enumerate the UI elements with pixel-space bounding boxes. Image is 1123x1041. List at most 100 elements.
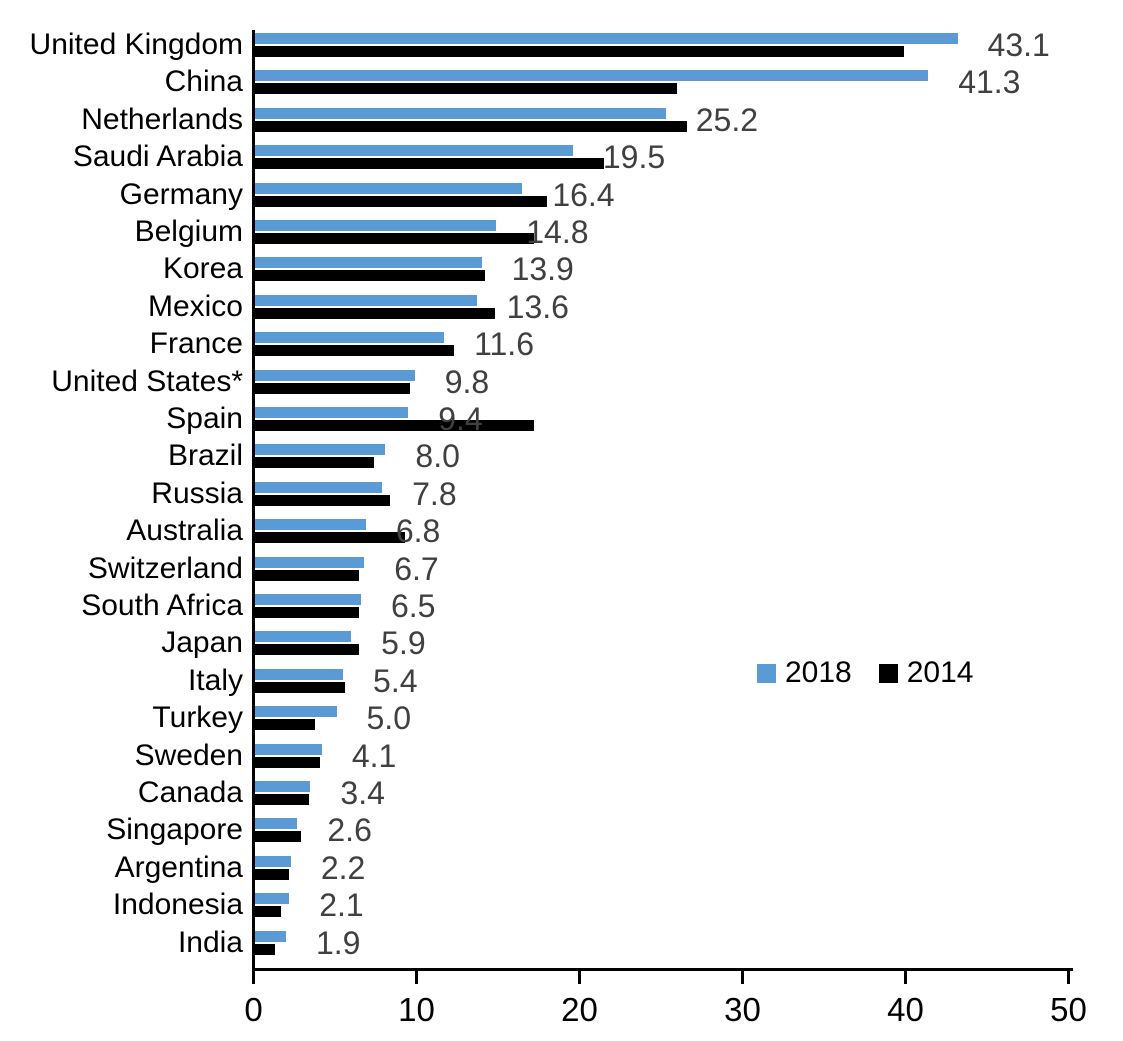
bar-2018 [255, 220, 497, 231]
category-label: United Kingdom [29, 28, 243, 61]
bar-2018 [255, 519, 366, 531]
bar-2014 [255, 270, 485, 282]
value-label: 3.4 [340, 775, 385, 811]
bar-2018 [255, 444, 386, 456]
legend-swatch-2014 [878, 663, 898, 683]
category-label: Sweden [134, 738, 243, 772]
category-label: Turkey [152, 701, 243, 735]
bar-2018 [255, 556, 365, 568]
x-tick-label: 10 [398, 991, 435, 1028]
bar-2014 [255, 345, 454, 357]
category-label: India [177, 925, 243, 959]
x-tick-mark [415, 971, 418, 984]
x-tick-label: 30 [724, 991, 761, 1028]
x-axis-line [252, 968, 1073, 971]
bar-2014 [255, 307, 495, 319]
category-label: Saudi Arabia [72, 140, 243, 174]
category-label: Spain [166, 402, 243, 435]
x-tick-mark [741, 971, 744, 984]
legend-entry-2014: 2014 [878, 657, 974, 689]
bar-2018 [255, 781, 311, 792]
category-label: Italy [187, 663, 243, 697]
bar-2014 [255, 906, 282, 918]
x-tick-label: 0 [244, 991, 263, 1028]
bar-2014 [255, 719, 316, 731]
bar-2014 [255, 644, 360, 656]
value-label: 4.1 [351, 737, 397, 774]
x-tick-label: 40 [887, 991, 924, 1028]
value-label: 2.2 [320, 849, 366, 886]
value-label: 6.7 [394, 550, 439, 587]
y-axis-line [252, 30, 255, 971]
bar-2014 [255, 756, 321, 768]
category-label: United States* [51, 364, 243, 398]
category-label: Australia [126, 514, 243, 548]
bar-2018 [255, 893, 290, 905]
legend: 2018 2014 [757, 657, 974, 689]
bar-2018 [255, 743, 322, 755]
category-label: Indonesia [112, 888, 243, 922]
category-label: Brazil [167, 439, 243, 473]
bar-2014 [255, 158, 604, 170]
bar-2018 [255, 107, 666, 119]
bar-2014 [255, 681, 345, 693]
category-label: Argentina [114, 850, 243, 884]
x-tick-mark [252, 971, 255, 984]
bar-2014 [255, 46, 904, 57]
bar-2018 [255, 33, 958, 44]
value-label: 5.0 [366, 700, 411, 737]
bar-2014 [255, 868, 290, 880]
x-tick-mark [1067, 971, 1070, 984]
bar-2014 [255, 569, 360, 581]
x-tick-mark [904, 971, 907, 984]
x-tick-label: 20 [561, 991, 598, 1028]
value-label: 19.5 [602, 139, 666, 176]
bar-2014 [255, 195, 547, 207]
value-label: 5.4 [373, 662, 418, 699]
bar-2014 [255, 457, 374, 469]
value-label: 8.0 [415, 438, 460, 475]
bar-2018 [255, 855, 291, 867]
value-label: 9.8 [444, 363, 490, 400]
category-label: Mexico [147, 289, 243, 323]
bar-2018 [255, 818, 298, 830]
value-label: 25.2 [695, 101, 759, 138]
category-label: Russia [151, 476, 243, 510]
value-label: 11.6 [474, 326, 534, 363]
bar-2018 [255, 407, 409, 418]
category-label: Singapore [106, 813, 243, 847]
bar-2018 [255, 706, 337, 718]
legend-label-2018: 2018 [785, 656, 852, 689]
value-label: 43.1 [987, 27, 1050, 63]
category-label: China [164, 65, 243, 99]
bar-2014 [255, 532, 405, 544]
bar-2014 [255, 382, 410, 394]
bar-2014 [255, 83, 678, 95]
bar-2018 [255, 257, 482, 269]
value-label: 1.9 [315, 924, 361, 961]
value-label: 14.8 [526, 214, 589, 250]
bar-2014 [255, 943, 275, 955]
value-label: 13.6 [506, 288, 569, 325]
value-label: 16.4 [552, 176, 615, 213]
bar-2018 [255, 594, 361, 605]
category-label: France [149, 327, 243, 361]
bar-2018 [255, 930, 286, 942]
bar-2018 [255, 70, 929, 82]
bar-2014 [255, 120, 687, 132]
bar-2018 [255, 481, 383, 493]
value-label: 5.9 [381, 625, 426, 662]
category-label: Japan [161, 626, 243, 660]
value-label: 6.5 [390, 588, 436, 624]
legend-swatch-2018 [757, 663, 776, 683]
category-label: Canada [137, 776, 243, 809]
category-label: Netherlands [81, 102, 243, 136]
bar-2018 [255, 182, 523, 194]
bar-2014 [255, 233, 534, 244]
value-label: 6.8 [395, 513, 441, 550]
bar-2018 [255, 369, 415, 381]
bar-2014 [255, 494, 391, 506]
x-tick-mark [578, 971, 581, 984]
value-label: 9.4 [438, 401, 483, 437]
